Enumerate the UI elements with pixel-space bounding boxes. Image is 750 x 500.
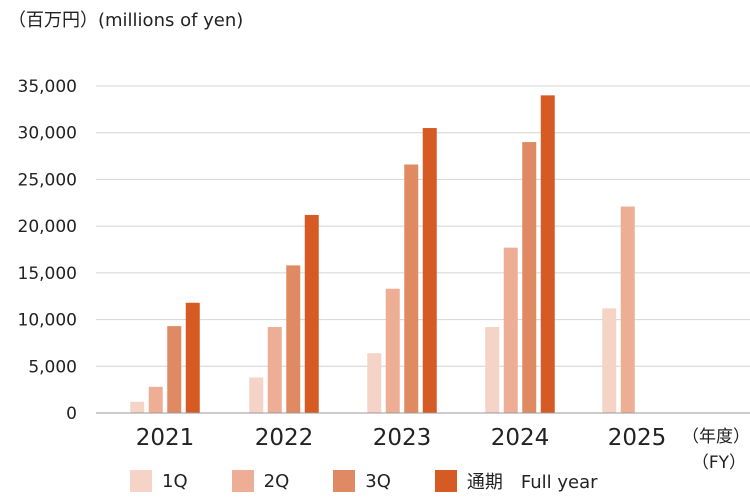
y-tick-label: 0 xyxy=(66,404,77,424)
x-category-label: 2025 xyxy=(608,425,667,451)
bar xyxy=(485,327,500,413)
y-tick-label: 10,000 xyxy=(18,311,77,331)
x-category-label: 2022 xyxy=(255,425,314,451)
x-category-label: 2021 xyxy=(136,425,195,451)
y-tick-label: 5,000 xyxy=(28,357,77,377)
legend-item: 2Q xyxy=(231,470,290,492)
legend-swatch xyxy=(333,470,356,492)
bar xyxy=(620,206,635,413)
legend-label: 2Q xyxy=(263,470,290,492)
legend-item: 通期 Full year xyxy=(434,468,598,494)
bar xyxy=(267,327,282,413)
bar xyxy=(185,302,200,413)
legend-item: 1Q xyxy=(130,470,188,492)
bar xyxy=(422,128,437,414)
legend-label: 3Q xyxy=(365,470,391,492)
legend-item: 3Q xyxy=(333,470,391,492)
y-tick-label: 25,000 xyxy=(18,170,77,190)
bar xyxy=(286,265,301,413)
bar xyxy=(167,326,182,413)
bar xyxy=(148,386,163,413)
y-tick-label: 30,000 xyxy=(18,124,77,144)
bar xyxy=(385,288,400,413)
legend-swatch xyxy=(231,470,254,492)
x-category-label: 2024 xyxy=(491,425,550,451)
bar xyxy=(249,377,264,413)
bar xyxy=(540,95,555,413)
bar xyxy=(304,214,319,413)
legend-swatch xyxy=(130,470,152,492)
legend-swatch xyxy=(434,470,457,492)
x-category-label: 2023 xyxy=(373,425,432,451)
unit-label: （百万円）(millions of yen) xyxy=(8,10,244,31)
bar xyxy=(503,247,518,413)
y-tick-label: 35,000 xyxy=(18,77,77,97)
x-axis-categories: 2021 2022 2023 2024 2025 xyxy=(136,425,667,451)
bar xyxy=(130,401,145,413)
y-tick-label: 20,000 xyxy=(18,217,77,237)
bars xyxy=(130,95,635,414)
bar xyxy=(404,164,419,413)
y-tick-label: 15,000 xyxy=(18,264,77,284)
fiscal-year-label-jp: （年度） xyxy=(682,427,750,447)
legend-label: 通期 Full year xyxy=(466,472,598,493)
fiscal-year-label: （年度） （FY） xyxy=(682,424,750,476)
fiscal-year-label-en: （FY） xyxy=(691,453,746,473)
bar xyxy=(522,142,537,414)
bar xyxy=(602,308,617,413)
y-axis-ticks: 0 5,000 10,000 15,000 20,000 25,000 30,000 35,0… xyxy=(18,77,77,424)
bar xyxy=(367,353,382,413)
legend: 1Q 2Q 3Q 通期 Full year xyxy=(130,468,642,494)
legend-label: 1Q xyxy=(162,470,188,492)
